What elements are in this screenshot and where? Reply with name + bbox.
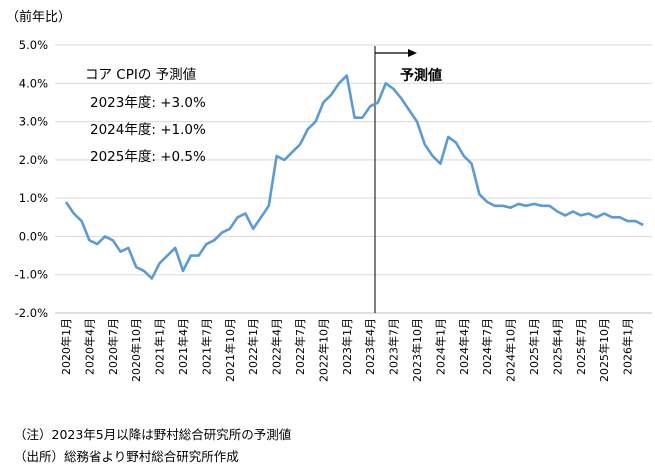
x-tick-label: 2022年10月	[316, 318, 330, 382]
x-tick-label: 2023年4月	[363, 318, 377, 375]
x-tick-label: 2020年10月	[129, 318, 143, 382]
annotation-fy2025: 2025年度: +0.5%	[90, 149, 206, 165]
x-tick-label: 2025年7月	[574, 318, 588, 375]
x-tick-label: 2026年1月	[621, 318, 635, 375]
x-tick-label: 2024年10月	[504, 318, 518, 382]
y-tick-label: 0.0%	[19, 229, 48, 243]
x-tick-label: 2023年10月	[410, 318, 424, 382]
series-line-core-cpi	[64, 74, 644, 280]
y-unit-label: （前年比）	[6, 10, 72, 25]
y-tick-labels: -2.0% -1.0% 0.0% 1.0% 2.0% 3.0% 4.0% 5.0%	[15, 38, 48, 320]
forecast-label: 予測値	[400, 67, 442, 84]
y-tick-label: 4.0%	[19, 76, 48, 90]
x-tick-labels: 2020年1月 2020年4月 2020年7月 2020年10月 2021年1月 2021…	[59, 318, 635, 382]
forecast-arrowhead	[408, 49, 417, 57]
y-tick-label: 5.0%	[19, 38, 48, 52]
x-tick-label: 2023年7月	[387, 318, 401, 375]
y-tick-label: 3.0%	[19, 115, 48, 129]
x-tick-label: 2022年4月	[270, 318, 284, 375]
annotation-fy2024: 2024年度: +1.0%	[90, 122, 206, 138]
x-tick-label: 2025年10月	[597, 318, 611, 382]
x-tick-label: 2020年4月	[82, 318, 96, 375]
y-tick-label: -2.0%	[15, 306, 48, 320]
footnote: （注）2023年5月以降は野村総合研究所の予測値	[14, 427, 292, 442]
x-tick-label: 2022年1月	[246, 318, 260, 375]
x-tick-label: 2021年1月	[153, 318, 167, 375]
x-tick-label: 2024年1月	[433, 318, 447, 375]
annotation-heading: コア CPIの 予測値	[85, 67, 196, 83]
x-tick-label: 2023年1月	[340, 318, 354, 375]
y-tick-label: 2.0%	[19, 153, 48, 167]
x-tick-label: 2025年4月	[550, 318, 564, 375]
source-note: （出所）総務省より野村総合研究所作成	[14, 449, 239, 464]
x-tick-label: 2020年1月	[59, 318, 73, 375]
x-tick-label: 2021年4月	[176, 318, 190, 375]
x-tick-label: 2020年7月	[106, 318, 120, 375]
x-tick-label: 2021年7月	[199, 318, 213, 375]
x-tick-label: 2025年1月	[527, 318, 541, 375]
annotation-fy2023: 2023年度: +3.0%	[90, 95, 206, 111]
x-tick-label: 2024年7月	[480, 318, 494, 375]
y-tick-label: 1.0%	[19, 191, 48, 205]
x-tick-label: 2022年7月	[293, 318, 307, 375]
line-chart: -2.0% -1.0% 0.0% 1.0% 2.0% 3.0% 4.0% 5.0% 2020年…	[15, 38, 652, 382]
x-tick-label: 2024年4月	[457, 318, 471, 375]
y-tick-label: -1.0%	[15, 268, 48, 282]
x-tick-label: 2021年10月	[223, 318, 237, 382]
